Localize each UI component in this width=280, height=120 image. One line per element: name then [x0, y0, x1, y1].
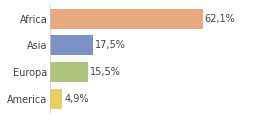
Bar: [50, 35, 93, 55]
Text: 15,5%: 15,5%: [90, 67, 121, 77]
Bar: [50, 89, 62, 109]
Bar: [50, 62, 88, 82]
Bar: [50, 9, 202, 29]
Text: 17,5%: 17,5%: [95, 40, 126, 50]
Text: 62,1%: 62,1%: [204, 14, 235, 24]
Text: 4,9%: 4,9%: [64, 94, 89, 104]
